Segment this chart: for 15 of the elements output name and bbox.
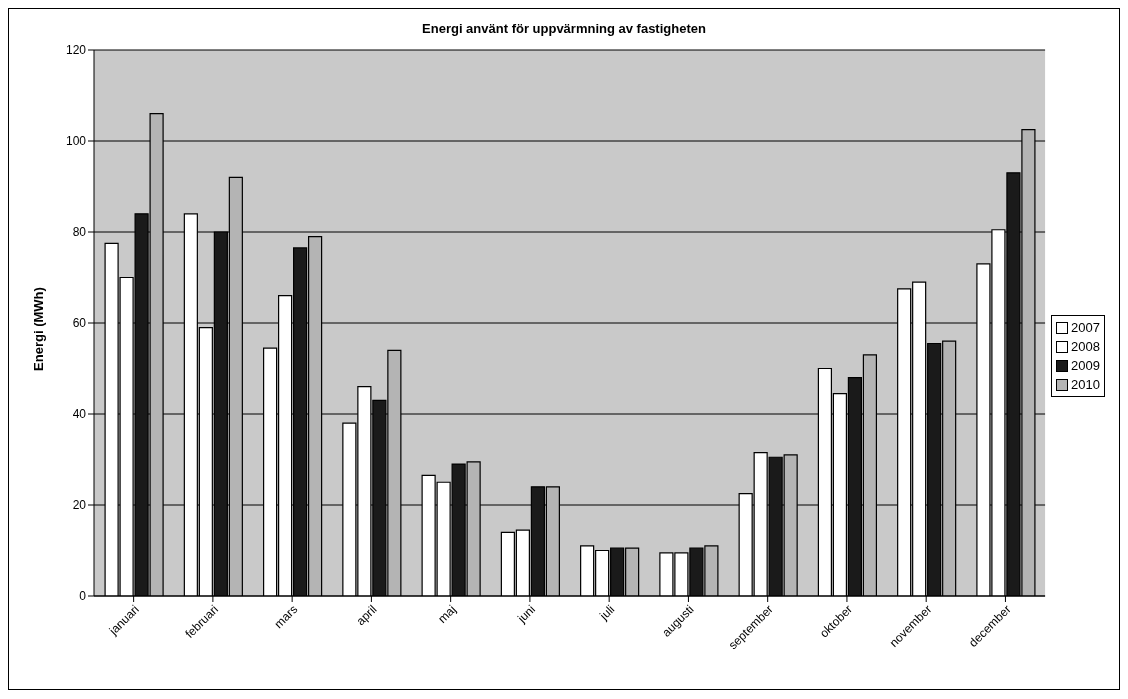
- y-tick-label: 0: [79, 589, 87, 604]
- chart-title: Energi använt för uppvärmning av fastigheten: [421, 21, 707, 36]
- legend-label: 2009: [1071, 357, 1100, 375]
- y-axis-title: Energi (MWh): [31, 287, 46, 371]
- y-tick-label: 120: [65, 43, 87, 58]
- x-tick-label: maj: [435, 602, 459, 626]
- y-tick-label: 100: [65, 134, 87, 149]
- y-tick-label: 40: [72, 407, 87, 422]
- x-tick-label: juli: [596, 602, 618, 624]
- legend-label: 2008: [1071, 338, 1100, 356]
- y-tick-label: 20: [72, 498, 87, 513]
- legend-label: 2007: [1071, 319, 1100, 337]
- y-tick-label: 60: [72, 316, 87, 331]
- legend-label: 2010: [1071, 376, 1100, 394]
- y-tick-label: 80: [72, 225, 87, 240]
